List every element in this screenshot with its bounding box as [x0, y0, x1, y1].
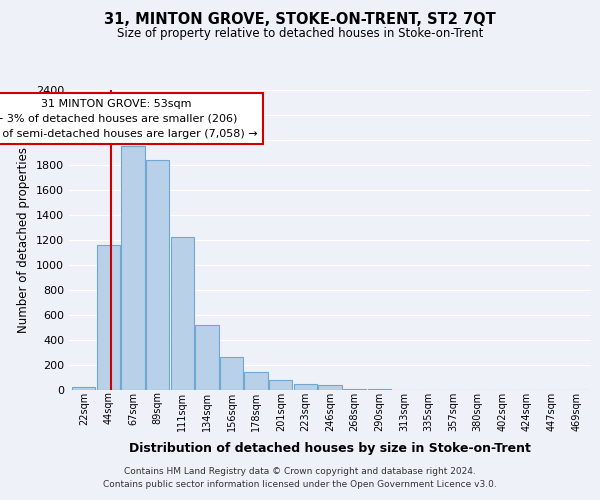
- X-axis label: Distribution of detached houses by size in Stoke-on-Trent: Distribution of detached houses by size …: [129, 442, 531, 455]
- Bar: [146, 160, 169, 390]
- Bar: [220, 357, 243, 390]
- Bar: [244, 372, 268, 390]
- Bar: [121, 146, 145, 390]
- Text: Size of property relative to detached houses in Stoke-on-Trent: Size of property relative to detached ho…: [117, 28, 483, 40]
- Bar: [319, 385, 341, 390]
- Bar: [343, 389, 367, 390]
- Text: Contains public sector information licensed under the Open Government Licence v3: Contains public sector information licen…: [103, 480, 497, 489]
- Bar: [293, 384, 317, 390]
- Bar: [72, 387, 95, 390]
- Bar: [97, 245, 120, 390]
- Text: 31, MINTON GROVE, STOKE-ON-TRENT, ST2 7QT: 31, MINTON GROVE, STOKE-ON-TRENT, ST2 7Q…: [104, 12, 496, 28]
- Text: 31 MINTON GROVE: 53sqm
← 3% of detached houses are smaller (206)
97% of semi-det: 31 MINTON GROVE: 53sqm ← 3% of detached …: [0, 99, 258, 138]
- Bar: [170, 237, 194, 390]
- Bar: [195, 325, 218, 390]
- Text: Contains HM Land Registry data © Crown copyright and database right 2024.: Contains HM Land Registry data © Crown c…: [124, 467, 476, 476]
- Bar: [269, 380, 292, 390]
- Y-axis label: Number of detached properties: Number of detached properties: [17, 147, 31, 333]
